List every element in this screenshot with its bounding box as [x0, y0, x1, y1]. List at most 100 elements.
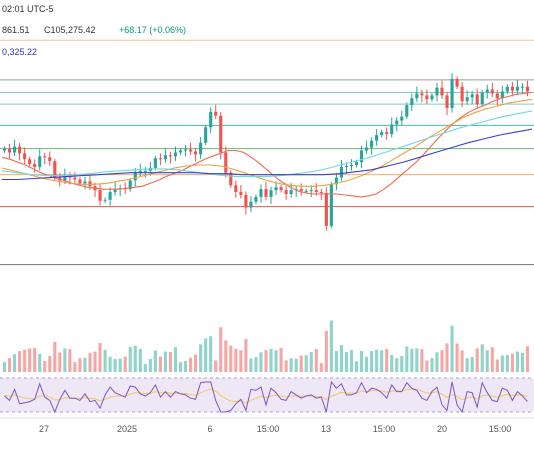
- candle-body: [309, 190, 313, 192]
- candle-body: [178, 150, 183, 153]
- volume-bar: [214, 360, 218, 372]
- x-tick-label: 13: [321, 424, 331, 434]
- candle-body: [128, 180, 132, 190]
- volume-bar: [98, 343, 102, 372]
- candle-body: [18, 146, 22, 154]
- volume-bar: [13, 354, 17, 372]
- volume-bar: [158, 356, 162, 372]
- volume-bar: [334, 351, 338, 372]
- candle-body: [505, 86, 509, 92]
- volume-bar: [380, 350, 384, 372]
- candle-body: [455, 78, 459, 87]
- candle-body: [339, 166, 343, 178]
- volume-bar: [183, 360, 188, 372]
- volume-bar: [339, 345, 343, 372]
- volume-bar: [58, 352, 62, 372]
- volume-bar: [204, 338, 208, 372]
- candle-body: [249, 201, 253, 208]
- volume-bar: [289, 358, 293, 372]
- candle-body: [33, 164, 37, 167]
- volume-bar: [133, 345, 137, 372]
- volume-bar: [264, 350, 268, 372]
- candle-body: [209, 111, 213, 128]
- volume-bar: [525, 346, 530, 372]
- rsi-panel: [0, 377, 534, 414]
- candle-body: [365, 147, 369, 151]
- candle-body: [103, 199, 107, 201]
- candle-body: [189, 149, 193, 152]
- volume-bar: [309, 352, 313, 372]
- candle-body: [450, 78, 454, 108]
- candle-body: [274, 187, 278, 191]
- volume-bar: [28, 348, 32, 372]
- volume-bar: [199, 344, 203, 372]
- candle-body: [385, 132, 389, 135]
- candle-body: [78, 179, 82, 184]
- volume-bar: [470, 356, 474, 372]
- horizontal-levels: [0, 39, 534, 266]
- candle-body: [299, 189, 303, 192]
- volume-bar: [465, 358, 469, 372]
- candle-body: [440, 87, 444, 96]
- volume-bar: [520, 353, 525, 372]
- header-ohlc: 861.51: [2, 25, 30, 35]
- candle-body: [359, 150, 364, 163]
- x-axis: 27 2025 6 15:00 13 15:00 20 15:00: [0, 417, 534, 434]
- candle-body: [475, 94, 479, 105]
- ma-orange-line: [1, 98, 533, 187]
- volume-bar: [103, 349, 107, 372]
- candle-body: [445, 95, 449, 108]
- header-change: +68.17 (+0.06%): [119, 25, 187, 35]
- volume-bar: [324, 330, 328, 372]
- x-tick-label: 15:00: [257, 424, 280, 434]
- volume-bar: [163, 351, 167, 372]
- candle-body: [214, 111, 218, 116]
- candle-body: [234, 185, 238, 193]
- candle-body: [425, 95, 429, 100]
- candle-body: [143, 170, 147, 172]
- candle-body: [415, 93, 419, 99]
- volume-bar: [7, 358, 12, 372]
- candle-body: [259, 189, 263, 197]
- volume-bar: [480, 344, 484, 372]
- rsi-band: [0, 378, 534, 412]
- candle-body: [63, 175, 67, 181]
- volume-bar: [294, 358, 298, 372]
- volume-bar: [269, 348, 273, 372]
- candle-body: [400, 116, 404, 121]
- volume-bar: [405, 346, 409, 372]
- volume-bar: [304, 355, 308, 372]
- candle-body: [344, 165, 349, 167]
- volume-bar: [455, 343, 459, 372]
- candle-body: [465, 97, 469, 102]
- rsi-signal-line: [4, 388, 528, 404]
- candle-body: [239, 192, 243, 195]
- volume-bar: [440, 350, 444, 372]
- candle-body: [490, 89, 494, 94]
- candles: [2, 73, 530, 231]
- volume-bar: [33, 348, 37, 372]
- volume-bar: [259, 352, 263, 372]
- volume-bar: [23, 349, 27, 372]
- rsi-line: [4, 380, 528, 414]
- volume-bar: [475, 348, 479, 372]
- volume-bar: [274, 350, 278, 372]
- candle-body: [485, 89, 489, 93]
- volume-bar: [314, 348, 318, 372]
- candle-body: [7, 148, 12, 153]
- volume-bar: [505, 355, 509, 372]
- volume-bar: [108, 356, 112, 372]
- volume-bar: [53, 341, 57, 372]
- volume-bar: [395, 358, 399, 372]
- volume-bar: [189, 357, 193, 372]
- candle-body: [173, 152, 178, 157]
- volume-bar: [153, 350, 157, 372]
- candle-body: [48, 157, 52, 162]
- volume-bar: [420, 348, 424, 372]
- candle-body: [73, 177, 77, 180]
- volume-bar: [244, 338, 248, 372]
- volume-bar: [78, 358, 82, 372]
- volume-bar: [229, 345, 233, 372]
- volume-bar: [93, 351, 97, 372]
